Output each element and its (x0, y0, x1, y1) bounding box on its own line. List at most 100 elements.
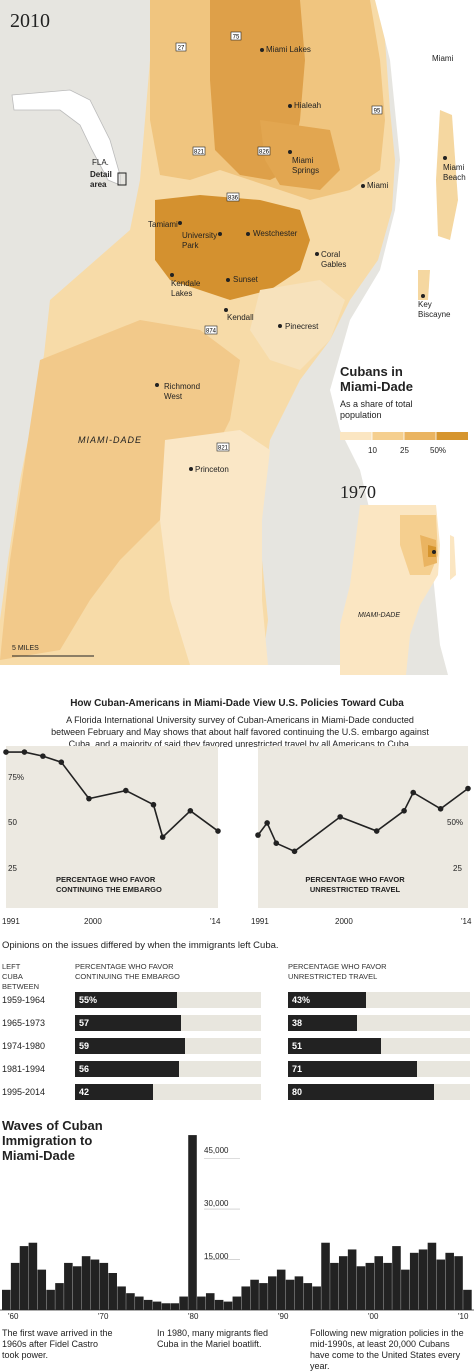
place-label: Miami Beach (443, 163, 466, 182)
immigration-bar (161, 1303, 171, 1310)
place-label: Coral Gables (321, 250, 347, 269)
immigration-bar (436, 1259, 446, 1310)
x-tick: 2000 (84, 917, 102, 926)
immigration-bar (401, 1269, 410, 1310)
bar-value-label: 57 (79, 1018, 90, 1028)
embargo-point (123, 787, 129, 794)
waves-x-tick: '00 (368, 1312, 379, 1321)
immigration-bar (170, 1303, 180, 1310)
embargo-point (21, 749, 28, 755)
travel-bar (288, 992, 367, 1008)
immigration-bar (37, 1269, 47, 1310)
immigration-bar (55, 1283, 64, 1310)
immigration-bar (188, 1135, 197, 1310)
travel-point (410, 789, 417, 796)
travel-point (264, 820, 270, 826)
place-label: Hialeah (294, 101, 322, 110)
col-header-travel: PERCENTAGE WHO FAVOR UNRESTRICTED TRAVEL (288, 962, 387, 981)
svg-text:836: 836 (228, 196, 239, 202)
svg-text:821: 821 (218, 446, 229, 452)
immigration-bar (383, 1262, 392, 1310)
embargo-point (215, 828, 221, 834)
travel-bar (288, 1061, 418, 1077)
immigration-bar (28, 1242, 38, 1310)
immigration-bar (197, 1296, 206, 1310)
left-y-tick: 50 (8, 818, 17, 827)
travel-bar (288, 1015, 358, 1031)
map-2010: 75 27 95 821 826 836 874 821 (0, 0, 474, 665)
immigration-bar (19, 1246, 29, 1310)
waves-x-tick: '10 (458, 1312, 469, 1321)
waves-title: Waves of Cuban Immigration to Miami-Dade (2, 1118, 103, 1163)
immigration-bar (409, 1252, 419, 1310)
immigration-bar (223, 1301, 233, 1310)
waves-caption-3: Following new migration policies in the … (310, 1328, 464, 1371)
bars-intro: Opinions on the issues differed by when … (2, 940, 279, 951)
embargo-line (6, 751, 219, 839)
place-label: University Park (182, 231, 218, 250)
travel-point (337, 814, 343, 820)
place-label: Tamiami (148, 220, 178, 229)
legend-tick: 10 (368, 446, 377, 455)
place-label: Princeton (195, 465, 229, 474)
travel-bar (288, 1038, 381, 1054)
cohort-label: 1974-1980 (2, 1041, 46, 1051)
svg-text:95: 95 (374, 109, 381, 115)
col-header-left-cuba: LEFT CUBA BETWEEN (2, 962, 40, 991)
waves-x-tick: '70 (98, 1312, 109, 1321)
right-y-tick: 50% (447, 818, 464, 827)
immigration-bar (250, 1279, 259, 1310)
immigration-bar (276, 1269, 286, 1310)
waves-x-tick: '60 (8, 1312, 19, 1321)
legend-title: Cubans in Miami-Dade (340, 364, 413, 394)
place-label: Kendale Lakes (171, 279, 201, 298)
svg-text:27: 27 (178, 46, 185, 52)
place-1970-label: Miami (432, 54, 454, 63)
x-tick: 1991 (251, 917, 269, 926)
embargo-point (150, 801, 157, 808)
map-1970 (340, 505, 466, 675)
bar-value-label: 71 (292, 1064, 303, 1074)
waves-caption-2: In 1980, many migrants fled Cuba in the … (157, 1328, 269, 1349)
embargo-point (187, 808, 194, 814)
immigration-bar (374, 1256, 384, 1310)
travel-point (291, 848, 298, 855)
county-label: MIAMI-DADE (78, 435, 142, 445)
immigration-bar (285, 1279, 295, 1310)
immigration-bar (312, 1286, 321, 1310)
immigration-bar (241, 1286, 251, 1310)
left-y-tick: 25 (8, 864, 17, 873)
immigration-bar (392, 1246, 401, 1310)
immigration-bar (90, 1259, 100, 1310)
immigration-bar (303, 1283, 313, 1310)
immigration-bar (64, 1262, 73, 1310)
immigration-bar (214, 1299, 224, 1310)
immigration-bar (72, 1266, 82, 1310)
embargo-point (3, 749, 9, 755)
immigration-bar (365, 1262, 375, 1310)
immigration-bar (135, 1296, 144, 1310)
year-2010-label: 2010 (10, 10, 50, 32)
immigration-bar (259, 1283, 268, 1310)
travel-point (373, 828, 380, 834)
detail-area-label: Detail area (90, 170, 112, 189)
travel-point (437, 805, 444, 812)
place-label: Westchester (253, 229, 298, 238)
svg-text:75: 75 (233, 35, 240, 41)
immigration-bar (356, 1266, 366, 1310)
immigration-bar (81, 1256, 91, 1310)
bar-value-label: 43% (292, 995, 311, 1005)
bar-value-label: 38 (292, 1018, 303, 1028)
embargo-point (86, 795, 92, 802)
cohort-label: 1995-2014 (2, 1087, 46, 1097)
immigration-bar (454, 1256, 463, 1310)
right-chart-label: PERCENTAGE WHO FAVOR UNRESTRICTED TRAVEL (305, 875, 405, 894)
embargo-bar (75, 1015, 182, 1031)
immigration-bar (46, 1289, 55, 1310)
cohort-label: 1981-1994 (2, 1064, 46, 1074)
left-chart-label: PERCENTAGE WHO FAVOR CONTINUING THE EMBA… (56, 875, 162, 894)
place-label: Key Biscayne (418, 300, 451, 319)
immigration-bar (99, 1262, 109, 1310)
x-tick: '14 (210, 917, 221, 926)
place-label: Miami Lakes (266, 45, 311, 54)
